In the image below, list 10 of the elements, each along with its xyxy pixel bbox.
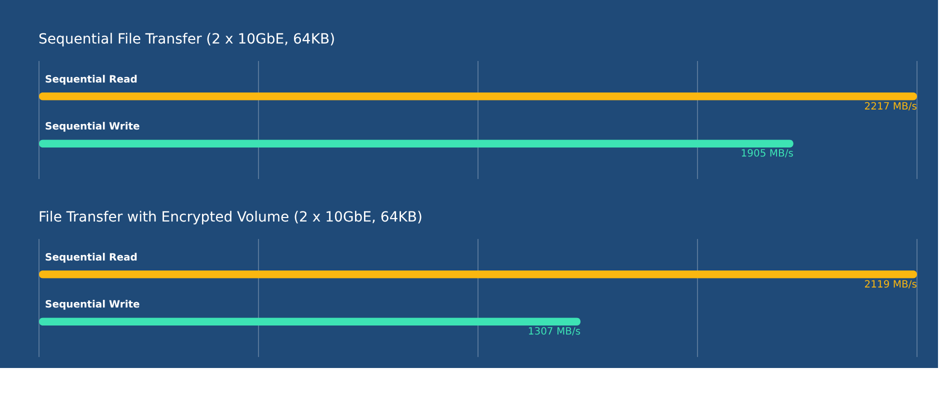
data-label: 1905 MB/s bbox=[740, 148, 794, 160]
chart-title: File Transfer with Encrypted Volume (2 x 10GbE, 64KB) bbox=[38, 210, 422, 226]
y-tick-label: Sequential Write bbox=[45, 300, 140, 311]
data-label: 1307 MB/s bbox=[528, 326, 581, 338]
y-tick-label: Sequential Write bbox=[45, 122, 140, 133]
data-label: 2217 MB/s bbox=[864, 101, 917, 112]
data-label: 2119 MB/s bbox=[864, 279, 917, 290]
y-tick-label: Sequential Read bbox=[45, 74, 138, 86]
chart-title: Sequential File Transfer (2 x 10GbE, 64KB) bbox=[38, 32, 336, 48]
y-tick-label: Sequential Read bbox=[45, 252, 138, 264]
